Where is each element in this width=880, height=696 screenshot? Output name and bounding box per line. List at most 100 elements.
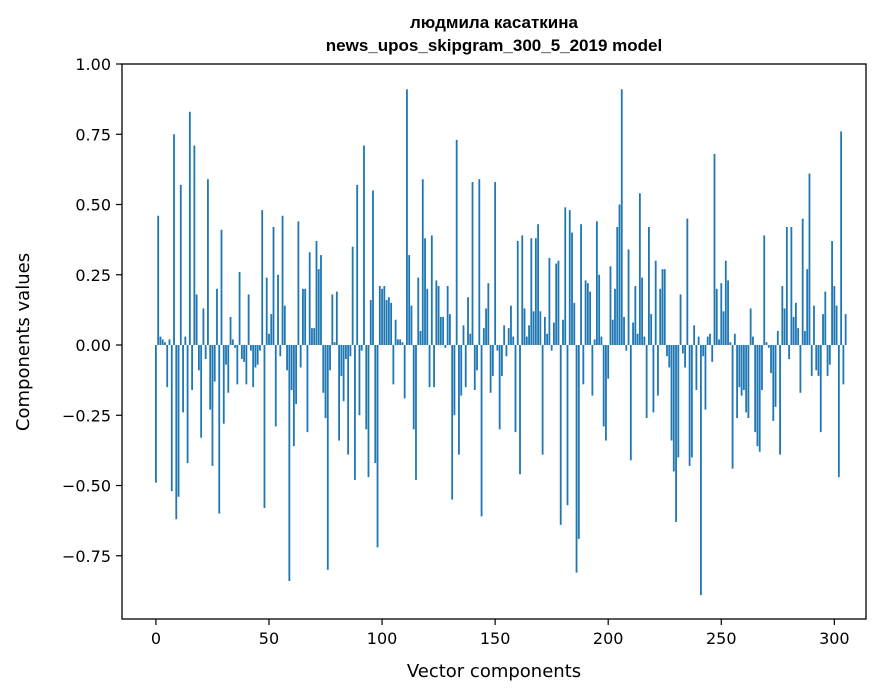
y-tick-label: 0.75 xyxy=(75,125,111,144)
bar xyxy=(166,345,169,388)
bar xyxy=(274,345,277,427)
bar xyxy=(263,345,266,508)
bar xyxy=(250,345,252,351)
bar xyxy=(681,345,684,354)
bar xyxy=(374,345,377,464)
bar xyxy=(487,283,490,346)
bar xyxy=(806,269,809,346)
bar xyxy=(460,345,463,396)
bar xyxy=(426,288,429,346)
bar xyxy=(297,221,300,346)
bar xyxy=(822,314,824,346)
bar xyxy=(469,333,472,346)
y-tick-label: 0.25 xyxy=(75,266,111,285)
bar xyxy=(435,280,438,346)
bar xyxy=(650,314,653,346)
bar xyxy=(351,246,354,346)
bar xyxy=(512,336,515,346)
bar xyxy=(797,328,800,346)
bar xyxy=(424,238,426,346)
bar xyxy=(794,302,797,346)
y-tick-label: −0.25 xyxy=(62,406,111,425)
y-axis-ticks: −0.75 −0.50 −0.25 0.00 0.25 0.50 0.75 1.00 xyxy=(62,55,122,566)
bar xyxy=(584,280,587,346)
bar xyxy=(349,345,352,357)
bar xyxy=(480,345,483,517)
bar xyxy=(403,345,406,399)
bar xyxy=(394,319,397,346)
bar xyxy=(534,238,537,346)
bar xyxy=(641,277,644,346)
bar xyxy=(804,330,806,346)
bar xyxy=(609,266,612,346)
bar xyxy=(729,342,732,346)
bar xyxy=(638,193,641,346)
bar xyxy=(668,345,671,368)
bar xyxy=(614,288,616,346)
bar xyxy=(541,345,544,455)
bar xyxy=(182,345,184,413)
bar xyxy=(229,316,232,346)
bar xyxy=(299,345,302,368)
bar xyxy=(168,339,171,346)
x-tick-label: 150 xyxy=(480,629,511,648)
bar xyxy=(245,345,248,385)
bar xyxy=(356,184,359,346)
plot-frame xyxy=(121,63,867,620)
bar xyxy=(557,260,560,346)
bar xyxy=(222,345,225,424)
bar xyxy=(783,308,786,346)
bar xyxy=(430,235,433,346)
bar xyxy=(164,342,166,346)
bar xyxy=(385,300,388,346)
bar xyxy=(399,339,402,346)
bar xyxy=(516,241,519,346)
bar xyxy=(738,345,741,388)
bar xyxy=(367,345,370,478)
bar xyxy=(562,319,564,346)
bar xyxy=(702,345,705,357)
bar xyxy=(519,345,521,475)
bar xyxy=(815,345,818,371)
bar xyxy=(268,333,270,346)
bar xyxy=(532,311,535,346)
bar xyxy=(776,330,779,346)
bar xyxy=(485,308,487,346)
bar xyxy=(193,145,196,346)
bar xyxy=(213,345,216,382)
x-tick-label: 50 xyxy=(259,629,279,648)
bar xyxy=(419,330,422,346)
bar xyxy=(810,345,813,376)
bar xyxy=(288,345,291,582)
bar xyxy=(828,345,831,365)
x-tick-label: 200 xyxy=(593,629,624,648)
bar xyxy=(209,345,212,410)
bar xyxy=(840,131,843,346)
bar xyxy=(559,345,562,525)
bar xyxy=(338,345,340,441)
bar xyxy=(439,316,442,346)
bar xyxy=(611,319,614,346)
bar xyxy=(406,89,408,346)
bar xyxy=(623,316,625,346)
bar xyxy=(306,345,309,433)
bar xyxy=(555,263,558,346)
bar xyxy=(177,345,180,497)
bar xyxy=(761,345,763,390)
bar xyxy=(478,179,481,346)
bar xyxy=(202,308,205,346)
bar xyxy=(731,345,734,469)
bar xyxy=(625,345,628,351)
bar xyxy=(157,215,160,346)
bar xyxy=(722,311,725,346)
bar xyxy=(360,345,363,351)
bar xyxy=(564,207,567,346)
x-tick-label: 100 xyxy=(367,629,398,648)
bar xyxy=(236,345,239,385)
bar xyxy=(238,271,241,346)
bar xyxy=(354,345,356,480)
bar xyxy=(763,235,766,346)
bar xyxy=(620,89,623,346)
bar xyxy=(453,345,456,416)
